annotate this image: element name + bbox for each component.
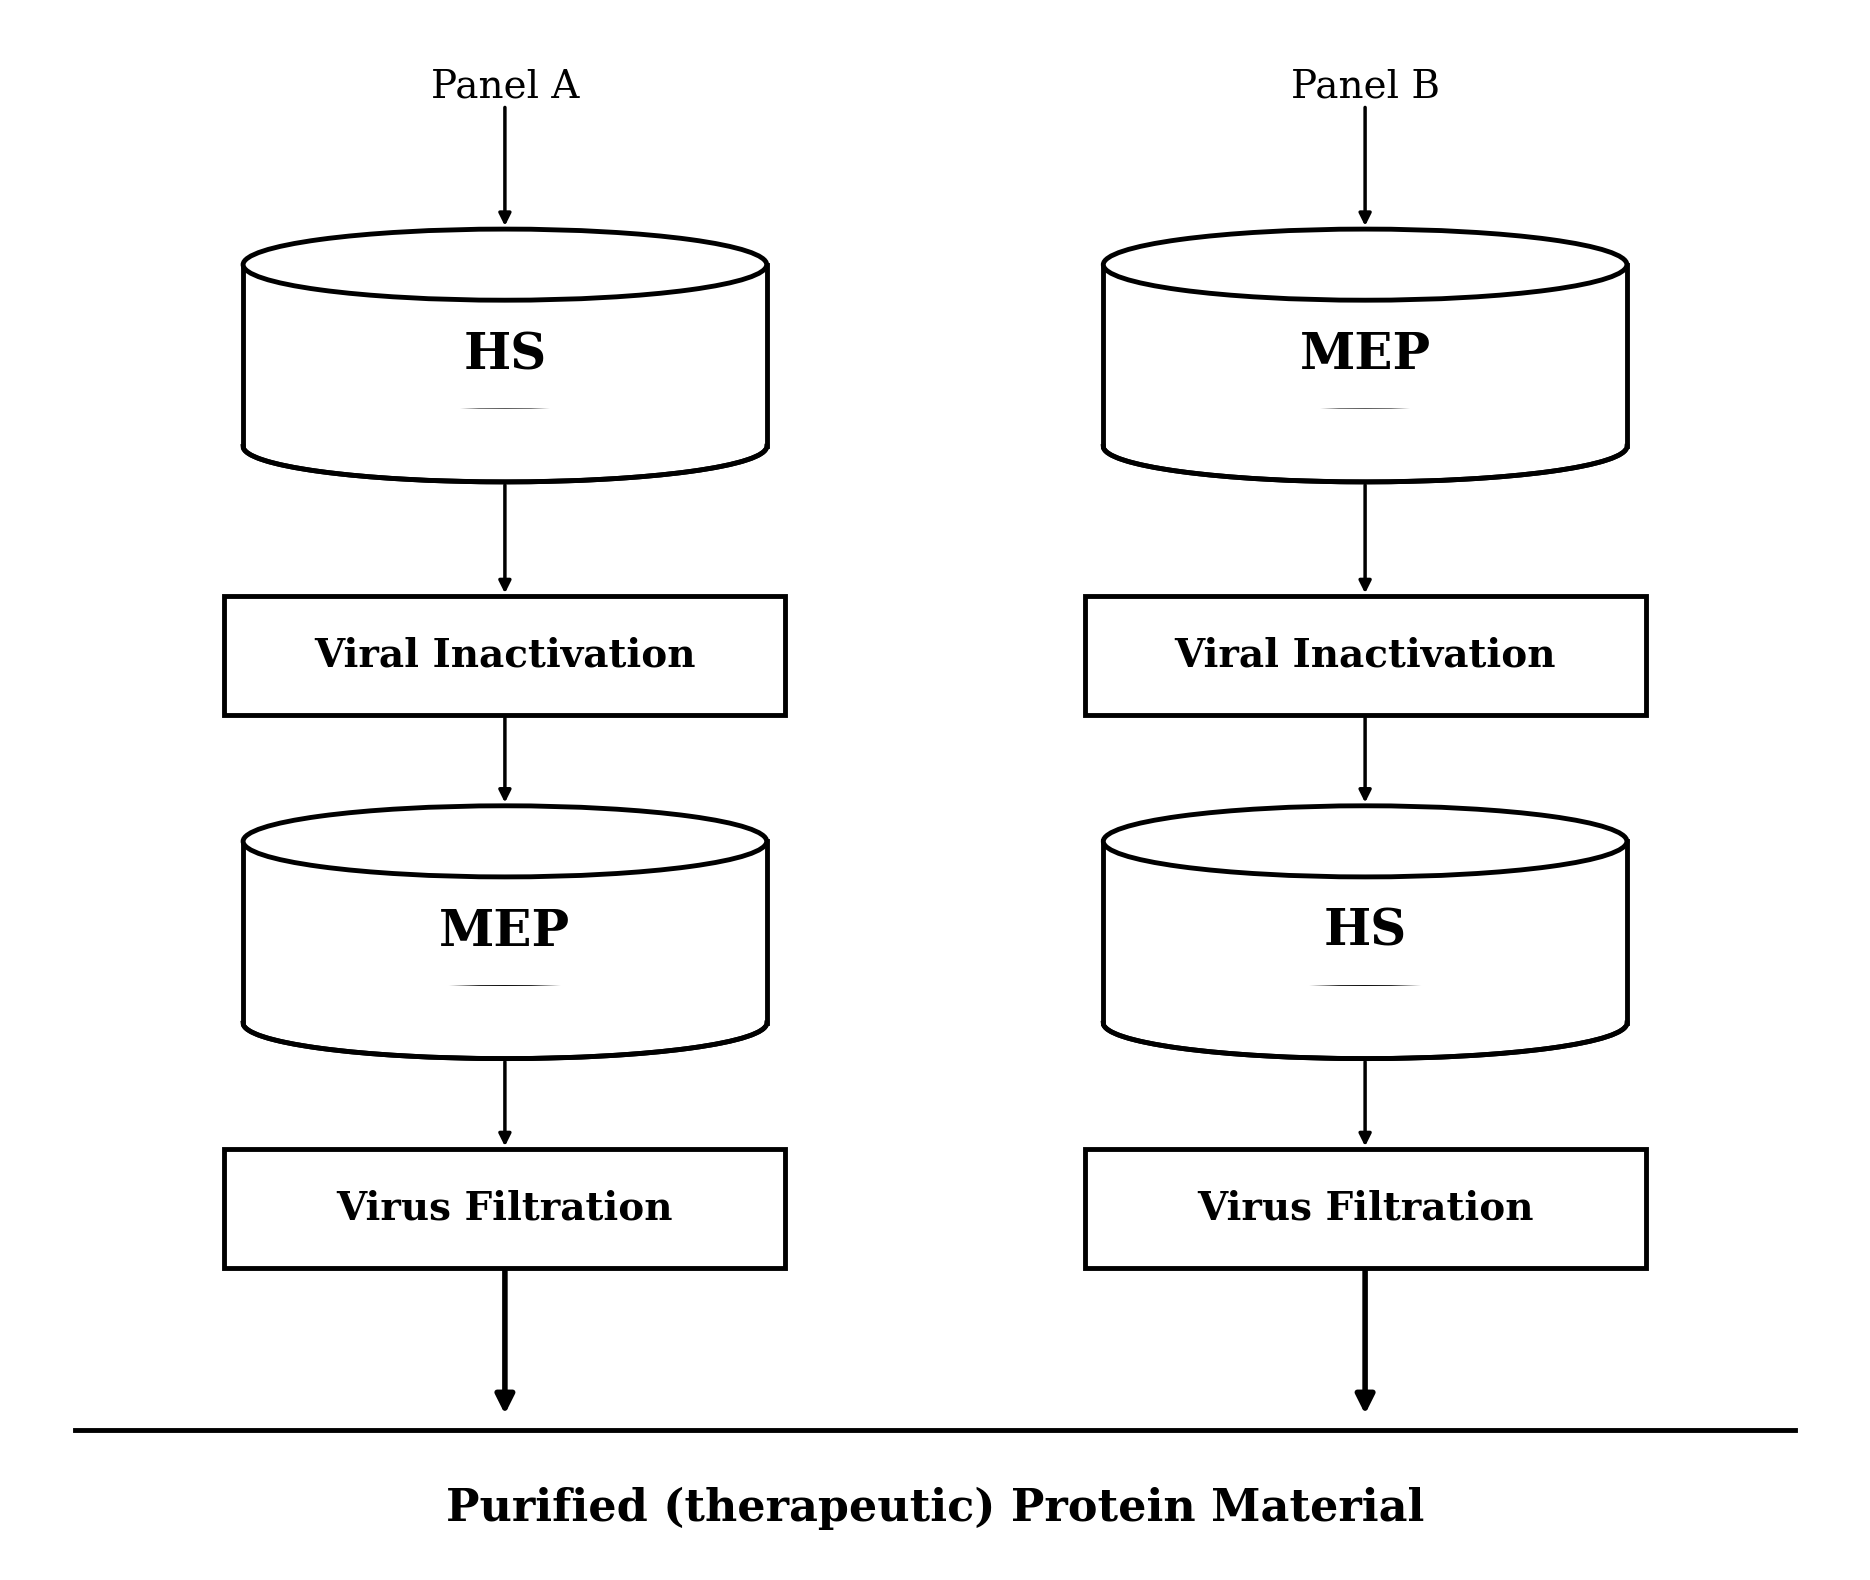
Bar bbox=[1085, 597, 1646, 714]
Ellipse shape bbox=[243, 806, 767, 877]
Bar bbox=[1094, 986, 1636, 1024]
Bar bbox=[1103, 264, 1627, 446]
Text: Purified (therapeutic) Protein Material: Purified (therapeutic) Protein Material bbox=[445, 1487, 1425, 1531]
Bar bbox=[224, 597, 785, 714]
Text: Virus Filtration: Virus Filtration bbox=[1197, 1190, 1533, 1228]
Ellipse shape bbox=[243, 229, 767, 300]
Text: Virus Filtration: Virus Filtration bbox=[337, 1190, 673, 1228]
Text: Viral Inactivation: Viral Inactivation bbox=[1174, 637, 1556, 675]
Bar bbox=[234, 409, 776, 449]
Bar bbox=[1085, 1150, 1646, 1267]
Ellipse shape bbox=[243, 411, 767, 482]
Ellipse shape bbox=[1103, 229, 1627, 300]
Ellipse shape bbox=[1103, 411, 1627, 482]
Text: Panel B: Panel B bbox=[1290, 68, 1440, 106]
Text: HS: HS bbox=[464, 330, 546, 381]
Bar bbox=[234, 986, 776, 1024]
Bar bbox=[243, 842, 767, 1024]
Ellipse shape bbox=[1103, 806, 1627, 877]
Text: Viral Inactivation: Viral Inactivation bbox=[314, 637, 696, 675]
Ellipse shape bbox=[243, 988, 767, 1059]
Bar bbox=[243, 264, 767, 446]
Text: HS: HS bbox=[1324, 907, 1406, 957]
Text: MEP: MEP bbox=[439, 907, 570, 957]
Text: MEP: MEP bbox=[1300, 330, 1431, 381]
Ellipse shape bbox=[1103, 988, 1627, 1059]
Bar bbox=[1103, 842, 1627, 1024]
Text: Panel A: Panel A bbox=[430, 68, 580, 106]
Bar bbox=[224, 1150, 785, 1267]
Bar bbox=[1094, 409, 1636, 449]
